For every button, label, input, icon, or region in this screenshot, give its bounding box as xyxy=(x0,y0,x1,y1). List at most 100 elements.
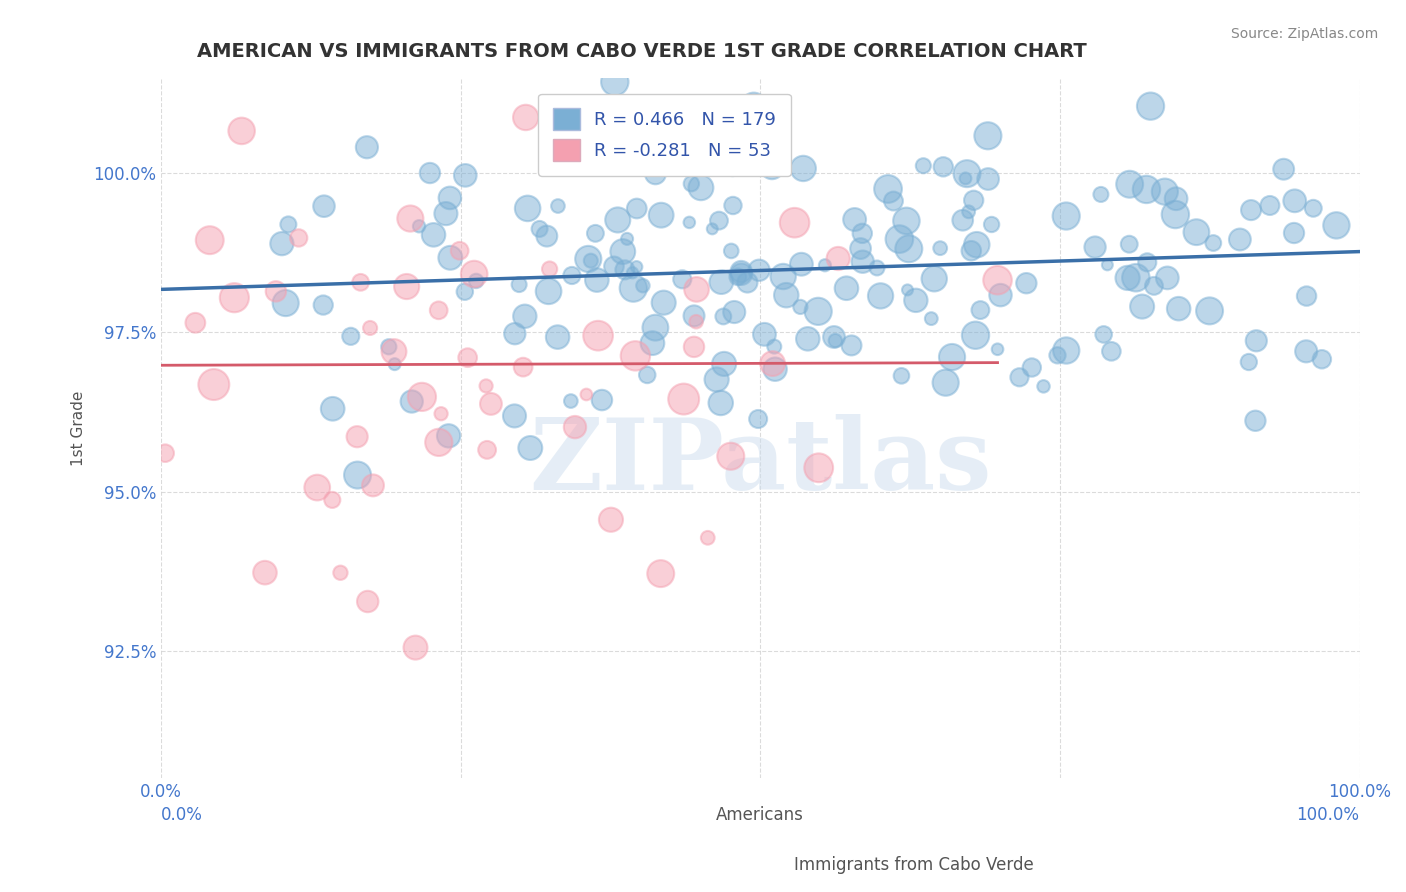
Point xyxy=(479,397,502,411)
Point xyxy=(1302,202,1324,216)
Point xyxy=(969,303,991,318)
Point xyxy=(598,146,620,161)
Point xyxy=(963,194,986,208)
Point xyxy=(339,329,361,343)
Point xyxy=(866,260,889,275)
Point xyxy=(681,177,703,191)
Point xyxy=(408,219,430,234)
Point xyxy=(672,392,695,406)
Point xyxy=(378,340,401,354)
Point xyxy=(710,396,733,410)
Point xyxy=(727,269,749,284)
Point xyxy=(763,340,786,354)
Point xyxy=(422,227,444,242)
Point xyxy=(312,199,335,213)
Point xyxy=(641,336,664,351)
Point xyxy=(966,237,988,252)
Point xyxy=(1125,270,1147,285)
Point xyxy=(606,213,628,227)
Point xyxy=(789,300,811,314)
Point xyxy=(356,140,378,154)
Point xyxy=(1185,225,1208,239)
Point xyxy=(1135,182,1157,196)
Point xyxy=(547,330,569,344)
Point xyxy=(503,326,526,341)
Point xyxy=(1156,271,1178,285)
Point xyxy=(952,213,974,227)
Point xyxy=(512,360,534,375)
Point xyxy=(929,241,952,255)
Legend: R = 0.466   N = 179, R = -0.281   N = 53: R = 0.466 N = 179, R = -0.281 N = 53 xyxy=(538,94,790,176)
Point xyxy=(1008,370,1031,384)
Point xyxy=(1295,289,1317,303)
Point xyxy=(841,338,863,352)
Point xyxy=(1153,185,1175,199)
Point xyxy=(912,159,935,173)
Point xyxy=(419,166,441,180)
Point xyxy=(1092,327,1115,342)
Point xyxy=(357,594,380,608)
Point xyxy=(1097,258,1119,272)
Point xyxy=(960,244,983,258)
Point xyxy=(591,392,613,407)
Point xyxy=(198,233,221,247)
Point xyxy=(1295,344,1317,359)
Point xyxy=(723,305,745,319)
Point xyxy=(790,257,813,271)
Point xyxy=(1167,301,1189,316)
Point xyxy=(1015,276,1038,290)
Point xyxy=(742,99,765,113)
Point xyxy=(824,334,846,348)
Point xyxy=(896,283,918,297)
Point xyxy=(475,379,498,393)
Point xyxy=(965,328,987,343)
Point xyxy=(706,372,728,386)
Point xyxy=(411,390,433,404)
Point xyxy=(1164,207,1187,221)
Point xyxy=(613,263,636,277)
Point xyxy=(710,275,733,289)
Point xyxy=(612,244,634,259)
Point xyxy=(538,262,561,277)
Point xyxy=(713,111,735,125)
Y-axis label: 1st Grade: 1st Grade xyxy=(72,390,86,466)
Point xyxy=(576,252,599,266)
Text: Source: ZipAtlas.com: Source: ZipAtlas.com xyxy=(1230,27,1378,41)
Point xyxy=(935,376,957,390)
Point xyxy=(475,442,498,457)
Point xyxy=(685,315,707,329)
Point xyxy=(941,350,963,364)
Point xyxy=(503,409,526,423)
Point xyxy=(783,216,806,230)
Point xyxy=(621,266,644,280)
Point xyxy=(547,199,569,213)
Point xyxy=(626,260,648,274)
Point xyxy=(321,492,343,507)
Point xyxy=(153,446,176,460)
Point xyxy=(751,103,773,118)
Point xyxy=(430,407,453,421)
Point xyxy=(361,478,384,492)
Point xyxy=(730,267,752,281)
Point xyxy=(762,357,785,371)
Point xyxy=(869,289,891,303)
Point xyxy=(650,566,672,581)
Point xyxy=(401,394,423,409)
Point xyxy=(713,357,735,371)
Point xyxy=(1237,355,1260,369)
Point xyxy=(184,316,207,330)
Point xyxy=(1099,344,1122,359)
Point xyxy=(877,182,900,196)
Point xyxy=(1284,194,1306,208)
Point xyxy=(1090,187,1112,202)
Point xyxy=(772,269,794,284)
Point xyxy=(977,128,1000,143)
Point xyxy=(671,272,693,286)
Point xyxy=(405,640,427,655)
Point xyxy=(1130,300,1153,314)
Point xyxy=(720,244,742,258)
Point xyxy=(990,288,1012,302)
Point xyxy=(395,279,418,293)
Point xyxy=(384,357,406,371)
Point xyxy=(560,394,582,409)
